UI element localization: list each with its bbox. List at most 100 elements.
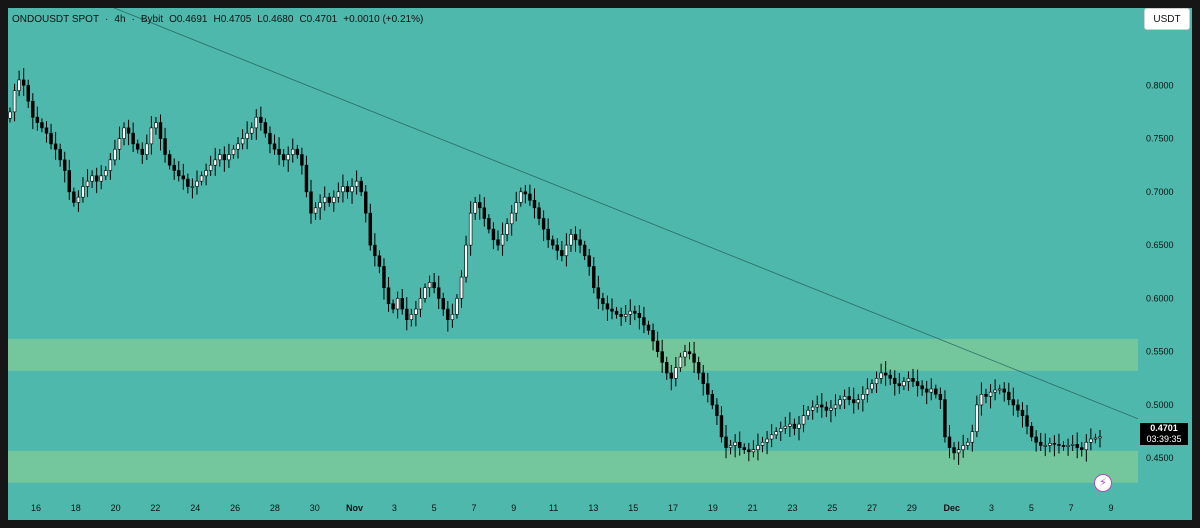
candle-body	[824, 406, 829, 411]
candle-body	[651, 330, 655, 342]
candle-body	[382, 266, 386, 289]
low-value: L0.4680	[257, 14, 294, 25]
candle-body	[409, 314, 414, 321]
candle-body	[1066, 445, 1070, 447]
candle-body	[551, 239, 555, 246]
bar-countdown: 03:39:35	[1146, 434, 1182, 444]
candle-body	[67, 170, 72, 193]
time-axis[interactable]: 16 18 20 22 24 26 28 30 Nov 3 5 7 9 11 13 15 17 19 21 23 25 2…	[8, 495, 1192, 520]
candle-body	[450, 314, 455, 321]
candle-body	[756, 445, 760, 451]
candle-body	[322, 196, 327, 203]
candle-body	[633, 310, 637, 314]
candle-body	[113, 148, 117, 161]
candle-body	[213, 159, 217, 166]
candle-body	[31, 100, 35, 118]
candle-body	[956, 449, 961, 454]
candle-body	[997, 388, 1002, 391]
candle-body	[432, 282, 436, 289]
candle-body	[364, 191, 368, 214]
trendline	[113, 8, 1138, 420]
candle-body	[1048, 443, 1052, 446]
time-tick-label: 9	[1108, 503, 1113, 513]
price-tick-label: 0.5500	[1146, 347, 1174, 357]
candle-body	[149, 127, 154, 145]
candle-body	[938, 393, 943, 400]
candle-body	[464, 244, 468, 278]
candle-body	[560, 250, 564, 257]
candle-body	[85, 180, 90, 187]
lightning-icon[interactable]: ⚡	[1094, 474, 1112, 492]
candle-body	[564, 244, 569, 257]
plot-area[interactable]	[8, 8, 1138, 495]
candle-body	[140, 148, 144, 155]
separator: ·	[105, 14, 109, 25]
candle-body	[104, 170, 108, 177]
candle-body	[683, 351, 687, 358]
candle-body	[1016, 404, 1020, 411]
candle-body	[920, 385, 924, 390]
interval-label[interactable]: 4h	[114, 14, 126, 25]
time-tick-label: 23	[787, 503, 797, 513]
candle-body	[1002, 388, 1006, 393]
time-tick-label: 22	[150, 503, 160, 513]
time-tick-label: 21	[748, 503, 758, 513]
candle-body	[856, 399, 860, 404]
candle-body	[359, 180, 363, 193]
candle-body	[208, 164, 213, 171]
candle-body	[1020, 409, 1025, 416]
symbol-label[interactable]: ONDOUSDT SPOT	[12, 14, 100, 25]
candle-body	[537, 207, 541, 219]
candle-body	[163, 138, 167, 155]
candle-body	[687, 351, 692, 355]
candle-body	[487, 218, 491, 230]
time-tick-label: 25	[827, 503, 837, 513]
candle-body	[587, 255, 591, 267]
candle-body	[924, 388, 929, 393]
candle-body	[496, 239, 500, 246]
candle-body	[514, 202, 518, 214]
price-axis[interactable]: 0.8000 0.7500 0.7000 0.6500 0.6000 0.5500 0.50…	[1138, 8, 1192, 495]
time-tick-label: 7	[471, 503, 476, 513]
candle-body	[628, 310, 632, 315]
candle-body	[94, 175, 99, 182]
candle-body	[1038, 441, 1043, 446]
candle-body	[879, 372, 883, 379]
candle-body	[719, 415, 724, 438]
close-value: C0.4701	[299, 14, 338, 25]
time-tick-label: 20	[111, 503, 121, 513]
time-tick-label: 13	[588, 503, 598, 513]
currency-button[interactable]: USDT	[1144, 8, 1190, 30]
candle-body	[58, 148, 62, 161]
candle-body	[222, 154, 227, 161]
candle-body	[797, 423, 801, 429]
candle-body	[1093, 437, 1098, 440]
price-tick-label: 0.4500	[1146, 453, 1174, 463]
candle-body	[177, 170, 181, 177]
candle-body	[1011, 399, 1016, 406]
candle-body	[728, 445, 733, 448]
candle-body	[874, 378, 879, 384]
candle-body	[309, 191, 313, 214]
candle-body	[263, 122, 268, 134]
candle-body	[117, 138, 122, 150]
candle-body	[186, 178, 190, 187]
last-price-value: 0.4701	[1150, 423, 1178, 433]
candle-body	[1098, 436, 1102, 439]
open-value: O0.4691	[169, 14, 208, 25]
candle-body	[1029, 425, 1034, 438]
candle-body	[272, 143, 277, 150]
time-tick-label: 19	[708, 503, 718, 513]
candle-body	[660, 351, 664, 363]
candle-body	[710, 393, 715, 406]
candle-body	[72, 191, 76, 203]
candle-body	[737, 441, 742, 448]
candle-body	[1075, 444, 1079, 448]
candle-body	[696, 362, 701, 374]
time-tick-label: 18	[71, 503, 81, 513]
price-tick-label: 0.7000	[1146, 187, 1174, 197]
time-tick-label: 27	[867, 503, 877, 513]
candle-body	[1052, 443, 1057, 445]
candle-body	[788, 423, 792, 427]
candle-body	[76, 196, 81, 203]
